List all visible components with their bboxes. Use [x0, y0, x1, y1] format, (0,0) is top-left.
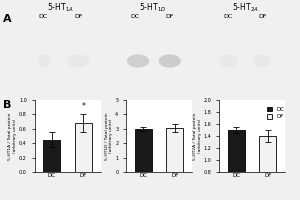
Y-axis label: 5-HT1D / Total protein
(arbitrary units): 5-HT1D / Total protein (arbitrary units)	[105, 112, 113, 160]
Ellipse shape	[253, 54, 271, 68]
Text: B: B	[3, 100, 11, 110]
Text: DC: DC	[130, 14, 140, 19]
Ellipse shape	[67, 54, 89, 68]
Ellipse shape	[38, 54, 50, 68]
Text: DF: DF	[259, 14, 267, 19]
Text: *: *	[81, 102, 85, 111]
Text: DF: DF	[74, 14, 82, 19]
Ellipse shape	[127, 54, 149, 68]
Y-axis label: 5-HT1A / Total protein
(arbitrary units): 5-HT1A / Total protein (arbitrary units)	[8, 112, 17, 160]
Text: 5-HT$_{1A}$: 5-HT$_{1A}$	[47, 1, 74, 14]
Text: DC: DC	[223, 14, 232, 19]
Bar	[75, 123, 92, 172]
Text: A: A	[3, 14, 12, 24]
Text: 5-HT$_{1D}$: 5-HT$_{1D}$	[139, 1, 166, 14]
Text: DF: DF	[166, 14, 174, 19]
Ellipse shape	[159, 54, 181, 68]
Bar	[43, 140, 60, 172]
Legend: DC, DF: DC, DF	[267, 107, 285, 119]
Ellipse shape	[220, 54, 237, 68]
Text: 5-HT$_{2A}$: 5-HT$_{2A}$	[232, 1, 259, 14]
Y-axis label: 5-HT2A / Total protein
(arbitrary units): 5-HT2A / Total protein (arbitrary units)	[193, 112, 202, 160]
Bar	[259, 136, 276, 200]
Bar	[228, 130, 245, 200]
Bar	[135, 129, 152, 172]
Text: DC: DC	[39, 14, 48, 19]
Bar	[166, 128, 183, 172]
